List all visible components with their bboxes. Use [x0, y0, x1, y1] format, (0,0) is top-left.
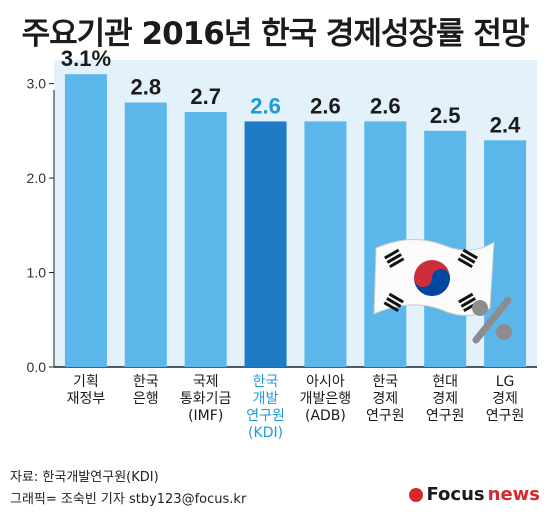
- x-category-label: 개발: [253, 391, 279, 407]
- x-category-label: 아시아: [306, 374, 345, 390]
- x-category-label: 기획: [73, 374, 99, 390]
- focusnews-logo: Focus news: [409, 484, 540, 505]
- bar-value-label: 2.8: [131, 75, 162, 100]
- x-category-label: 한국: [133, 374, 159, 390]
- y-tick-label: 0.0: [27, 359, 47, 375]
- percent-dot: [496, 324, 512, 340]
- trigram-bar: [460, 253, 476, 264]
- bar-value-label: 2.5: [430, 103, 461, 128]
- trigram-bar: [457, 257, 473, 269]
- bar-value-label: 2.6: [250, 93, 281, 118]
- x-category-label: 연구원: [426, 408, 465, 424]
- x-category-label: 경제: [432, 391, 458, 407]
- x-category-label: (KDI): [248, 425, 283, 441]
- x-category-label: 경제: [372, 391, 398, 407]
- trigram-bar: [386, 253, 402, 264]
- percent-icon: [472, 296, 512, 344]
- trigram-bar: [460, 297, 476, 308]
- trigram-bar: [389, 257, 405, 269]
- x-category-label: 경제: [492, 391, 518, 407]
- x-category-label: 통화기금: [180, 391, 232, 407]
- bar: [244, 121, 287, 368]
- bar-value-label: 2.4: [490, 112, 521, 137]
- bar-value-label: 3.1%: [61, 46, 111, 71]
- x-category-label: 연구원: [366, 408, 405, 424]
- x-category-label: (ADB): [305, 408, 346, 424]
- x-category-label: LG: [496, 374, 515, 390]
- trigram-bar: [384, 248, 400, 260]
- x-category-label: (IMF): [188, 408, 223, 424]
- bar: [184, 111, 227, 367]
- trigram-bar: [388, 292, 404, 304]
- logo-mark-icon: [409, 487, 424, 502]
- x-category-label: 한국: [372, 374, 398, 390]
- x-category-label: 재정부: [67, 391, 106, 407]
- x-category-label: 국제: [193, 374, 219, 390]
- bar-value-label: 2.6: [310, 93, 341, 118]
- bar: [304, 121, 347, 368]
- chart-title: 주요기관 2016년 한국 경제성장률 전망: [21, 16, 530, 52]
- x-category-label: 은행: [133, 391, 159, 407]
- logo-suffix: news: [487, 484, 540, 505]
- bar-value-label: 2.6: [370, 93, 401, 118]
- graphic-credit: 그래픽= 조숙빈 기자 stby123@focus.kr: [10, 492, 247, 507]
- korean-flag-icon: [373, 238, 495, 316]
- x-category-label: 개발은행: [300, 391, 352, 407]
- percent-dot: [472, 300, 488, 316]
- y-tick-label: 1.0: [27, 265, 47, 281]
- trigram-bar: [386, 297, 402, 308]
- source-note: 자료: 한국개발연구원(KDI): [10, 470, 159, 485]
- bar: [124, 102, 167, 367]
- x-category-label: 한국: [253, 374, 279, 390]
- x-category-label: 연구원: [246, 408, 285, 424]
- x-category-label: 현대: [432, 374, 458, 390]
- taegeuk-blue: [414, 269, 450, 296]
- trigram-bar: [462, 248, 478, 260]
- y-tick-label: 2.0: [27, 170, 47, 186]
- bar: [64, 74, 107, 368]
- trigram-bar: [383, 301, 399, 313]
- percent-slash: [472, 296, 512, 344]
- bar-value-label: 2.7: [190, 84, 221, 109]
- x-category-label: 연구원: [486, 408, 525, 424]
- y-tick-label: 3.0: [27, 76, 47, 92]
- trigram-bar: [458, 292, 474, 304]
- logo-brand: Focus: [426, 484, 485, 505]
